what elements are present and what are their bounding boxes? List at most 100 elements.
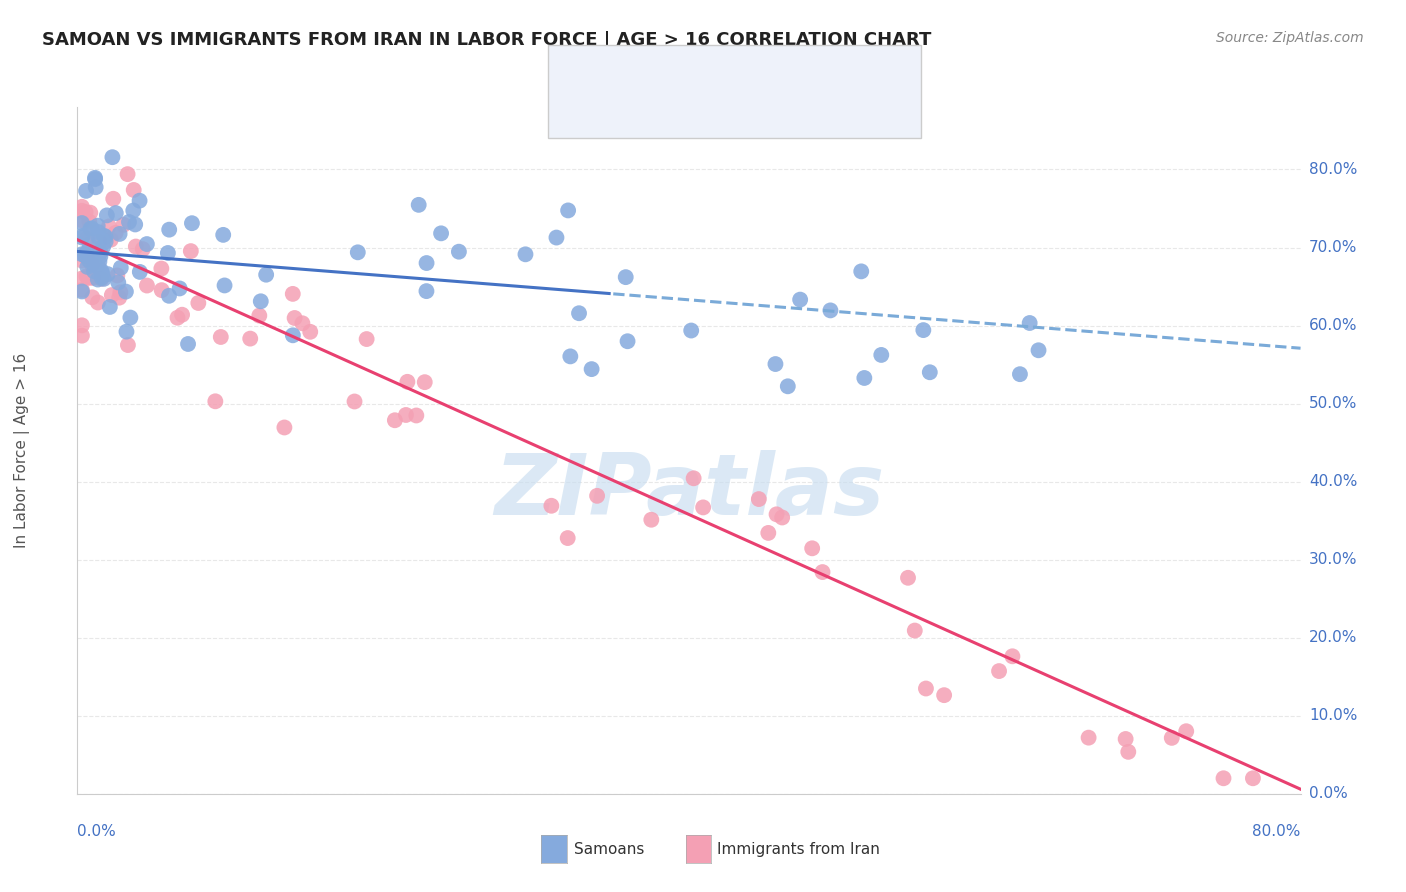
Point — [181, 216, 204, 230]
Point — [110, 285, 132, 300]
Point — [1241, 771, 1264, 786]
Point — [75, 205, 97, 219]
Point — [128, 194, 150, 208]
Point — [239, 332, 262, 346]
Point — [770, 510, 793, 524]
Point — [91, 266, 114, 280]
Point — [100, 233, 122, 247]
Text: 0.0%: 0.0% — [77, 824, 117, 839]
Point — [90, 271, 112, 285]
Point — [70, 213, 93, 227]
Point — [988, 664, 1011, 678]
Point — [115, 325, 138, 339]
Point — [172, 308, 194, 322]
Text: R = -0.789  N = 86: R = -0.789 N = 86 — [602, 103, 773, 121]
Point — [124, 218, 146, 232]
Point — [84, 170, 107, 185]
Point — [187, 296, 209, 310]
Point — [1116, 745, 1139, 759]
Point — [801, 541, 824, 556]
Text: ZIPatlas: ZIPatlas — [494, 450, 884, 533]
Point — [117, 338, 139, 352]
Point — [408, 198, 430, 212]
Point — [156, 246, 179, 260]
Point — [87, 225, 110, 239]
Point — [79, 222, 101, 236]
Point — [560, 350, 582, 364]
Point — [281, 328, 304, 343]
Point — [76, 260, 98, 274]
Point — [430, 227, 453, 241]
Point — [84, 180, 107, 194]
Point — [557, 531, 579, 545]
Point — [87, 230, 110, 244]
Point — [157, 289, 180, 303]
Point — [851, 264, 873, 278]
Point — [249, 294, 271, 309]
Point — [84, 172, 107, 186]
Point — [75, 269, 97, 284]
Text: 70.0%: 70.0% — [1309, 240, 1357, 255]
Point — [70, 230, 93, 244]
Point — [299, 325, 322, 339]
Point — [83, 258, 105, 272]
Point — [77, 270, 100, 285]
Point — [820, 303, 842, 318]
Point — [73, 248, 96, 262]
Point — [94, 230, 117, 244]
Point — [122, 203, 145, 218]
Point — [136, 278, 159, 293]
Point — [284, 310, 307, 325]
Text: 50.0%: 50.0% — [1309, 396, 1357, 411]
Point — [904, 624, 927, 638]
Point — [568, 306, 591, 320]
Point — [89, 235, 111, 249]
Point — [70, 283, 93, 297]
Point — [87, 272, 110, 286]
Point — [384, 413, 406, 427]
Point — [83, 264, 105, 278]
Text: 40.0%: 40.0% — [1309, 475, 1357, 489]
Point — [212, 227, 235, 242]
Point — [756, 525, 779, 540]
Point — [853, 371, 876, 385]
Point — [180, 244, 202, 259]
Point — [82, 270, 104, 285]
Point — [132, 242, 155, 256]
Point — [115, 285, 138, 299]
Point — [70, 203, 93, 218]
Text: 30.0%: 30.0% — [1309, 552, 1357, 567]
Point — [76, 251, 98, 265]
Point — [89, 245, 111, 260]
Point — [70, 328, 93, 343]
Point — [1212, 771, 1234, 786]
Point — [70, 253, 93, 268]
Point — [291, 316, 314, 330]
Point — [117, 167, 139, 181]
Point — [169, 281, 191, 295]
Point — [343, 394, 366, 409]
Point — [540, 499, 562, 513]
Point — [934, 688, 956, 702]
Point — [96, 208, 118, 222]
Point — [110, 260, 132, 275]
Point — [1160, 731, 1182, 745]
Point — [692, 500, 714, 515]
Point — [70, 318, 93, 333]
Point — [70, 271, 93, 285]
Point — [80, 258, 103, 272]
Point — [89, 250, 111, 264]
Text: 10.0%: 10.0% — [1309, 708, 1357, 723]
Point — [90, 263, 112, 277]
Point — [79, 270, 101, 285]
Point — [107, 276, 129, 290]
Text: Samoans: Samoans — [574, 842, 644, 856]
Point — [112, 218, 135, 232]
Point — [1028, 343, 1050, 358]
Text: SAMOAN VS IMMIGRANTS FROM IRAN IN LABOR FORCE | AGE > 16 CORRELATION CHART: SAMOAN VS IMMIGRANTS FROM IRAN IN LABOR … — [42, 31, 932, 49]
Text: 0.0%: 0.0% — [1309, 787, 1347, 801]
Point — [105, 268, 128, 283]
Point — [80, 221, 103, 235]
Point — [104, 226, 127, 240]
Point — [765, 357, 787, 371]
